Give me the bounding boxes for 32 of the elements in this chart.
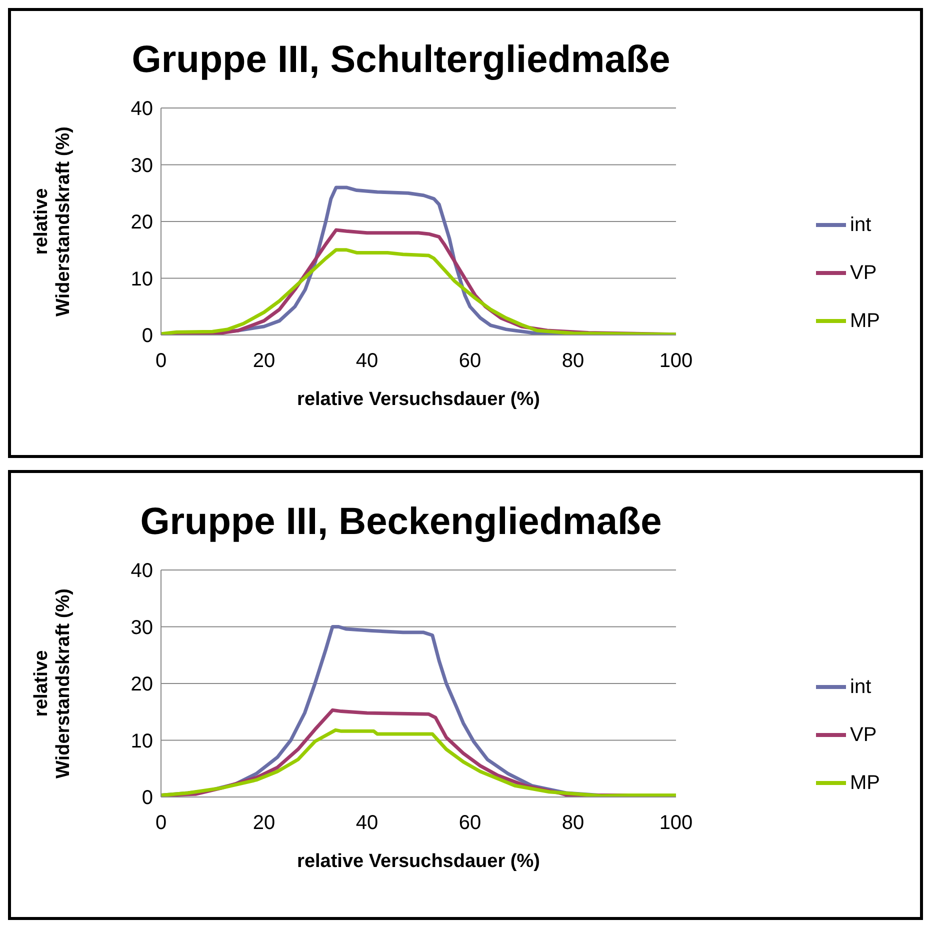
x-axis-title: relative Versuchsdauer (%) <box>297 851 540 872</box>
legend-label: VP <box>850 261 877 286</box>
x-tick-label: 60 <box>458 812 482 834</box>
y-tick-label: 10 <box>130 730 153 752</box>
y-tick-label: 20 <box>130 212 153 234</box>
x-tick-label: 40 <box>356 812 378 834</box>
x-axis-title: relative Versuchsdauer (%) <box>297 389 540 410</box>
chart-title: Gruppe III, Beckengliedmaße <box>139 501 663 544</box>
legend-label: int <box>850 213 872 238</box>
y-tick-label: 20 <box>130 674 153 696</box>
y-tick-label: 40 <box>130 98 153 120</box>
legend-label: MP <box>850 309 880 334</box>
legend-label: MP <box>850 771 880 796</box>
legend-label: int <box>850 675 872 700</box>
chart-title: Gruppe III, Schultergliedmaße <box>130 39 672 82</box>
y-axis-title: relative Widerstandskraft (%) <box>31 126 74 316</box>
x-tick-label: 60 <box>458 350 482 372</box>
x-tick-label: 40 <box>356 350 378 372</box>
legend-label: VP <box>850 723 877 748</box>
x-tick-label: 80 <box>562 812 584 834</box>
x-tick-label: 20 <box>252 812 276 834</box>
y-tick-label: 0 <box>142 325 153 348</box>
y-tick-label: 0 <box>142 787 153 810</box>
x-tick-label: 100 <box>659 812 693 834</box>
y-tick-label: 30 <box>130 154 153 177</box>
x-tick-label: 100 <box>659 350 693 372</box>
y-axis-title: relative Widerstandskraft (%) <box>31 588 74 778</box>
y-tick-label: 10 <box>130 268 153 290</box>
y-tick-label: 30 <box>130 616 153 639</box>
y-tick-label: 40 <box>130 560 153 582</box>
x-tick-label: 20 <box>252 350 276 372</box>
x-tick-label: 80 <box>562 350 584 372</box>
